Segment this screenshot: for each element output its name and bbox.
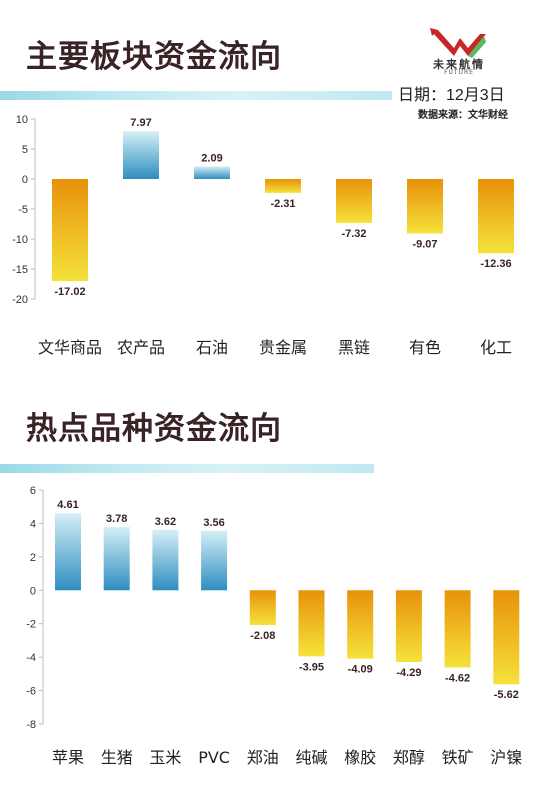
report-date: 日期：12月3日 [398, 87, 505, 104]
bar-郑醇 [395, 590, 422, 662]
category-label: PVC [198, 748, 230, 767]
data-label: -4.62 [445, 673, 470, 685]
category-label: 有色 [409, 338, 441, 357]
data-label: 7.97 [130, 117, 151, 129]
y-tick-label: 6 [30, 485, 36, 497]
sector-flow-title: 主要板块资金流向 [26, 39, 282, 75]
category-label: 文华商品 [38, 338, 102, 357]
data-label: -4.09 [348, 664, 373, 676]
data-label: 4.61 [57, 499, 78, 511]
y-tick-label: -8 [26, 719, 36, 731]
bar-橡胶 [347, 590, 374, 659]
bar-PVC [201, 530, 228, 591]
bar-沪镍 [493, 590, 520, 685]
logo-brand-name: 未来航情 [433, 58, 485, 71]
category-label: 玉米 [149, 748, 181, 767]
data-label: -4.29 [396, 667, 421, 679]
data-label: -9.07 [412, 238, 437, 250]
category-label: 铁矿 [442, 748, 474, 767]
category-label: 苹果 [52, 748, 84, 767]
bar-有色 [407, 179, 443, 234]
data-label: 3.62 [155, 516, 176, 528]
title-underline-stripe [0, 464, 374, 473]
category-label: 沪镍 [490, 748, 522, 767]
bar-郑油 [249, 590, 276, 626]
data-label: -17.02 [54, 286, 85, 298]
y-tick-label: -4 [26, 652, 36, 664]
sector-flow-chart: 10 5 0 -5 -10 -15 -20 -17.02 文华商品 7.97 农产品 2.09 石油 -2… [12, 114, 514, 357]
data-label: 3.56 [203, 517, 224, 529]
y-tick-label: 10 [16, 114, 28, 126]
y-tick-label: -10 [12, 234, 28, 246]
category-label: 郑醇 [393, 748, 425, 767]
bar-石油 [194, 166, 230, 179]
bar-文华商品 [52, 179, 88, 282]
data-label: -12.36 [480, 258, 511, 270]
y-tick-label: 4 [30, 518, 36, 530]
category-label: 农产品 [117, 338, 165, 357]
category-label: 黑链 [338, 338, 370, 357]
category-label: 橡胶 [344, 748, 376, 767]
data-source: 数据来源：文华财经 [418, 110, 508, 121]
category-label: 郑油 [247, 748, 279, 767]
y-tick-label: 5 [22, 144, 28, 156]
y-tick-label: 0 [22, 174, 28, 186]
bar-化工 [478, 179, 514, 254]
bar-黑链 [336, 179, 372, 223]
y-tick-label: 2 [30, 552, 36, 564]
data-label: 2.09 [201, 152, 222, 164]
bar-玉米 [152, 529, 179, 591]
bar-铁矿 [444, 590, 471, 668]
category-label: 生猪 [101, 748, 133, 767]
category-label: 石油 [196, 338, 228, 357]
y-tick-label: -15 [12, 264, 28, 276]
y-tick-label: -5 [18, 204, 28, 216]
future-logo-icon [430, 28, 486, 58]
data-label: -2.31 [270, 198, 295, 210]
y-tick-label: -2 [26, 619, 36, 631]
bar-农产品 [123, 131, 159, 179]
y-tick-label: 0 [30, 585, 36, 597]
y-tick-label: -6 [26, 686, 36, 698]
bar-生猪 [103, 527, 130, 591]
data-label: 3.78 [106, 513, 127, 525]
data-label: -2.08 [250, 630, 275, 642]
title-underline-stripe [0, 91, 392, 100]
data-label: -3.95 [299, 661, 324, 673]
bar-贵金属 [265, 179, 301, 193]
logo-subtitle: FUTURE [444, 69, 474, 76]
bar-纯碱 [298, 590, 325, 657]
y-tick-label: -20 [12, 294, 28, 306]
category-label: 贵金属 [259, 338, 307, 357]
data-label: -7.32 [341, 228, 366, 240]
hot-variety-flow-title: 热点品种资金流向 [26, 411, 282, 447]
bar-苹果 [55, 513, 81, 591]
data-label: -5.62 [494, 689, 519, 701]
category-label: 化工 [480, 338, 512, 357]
category-label: 纯碱 [295, 748, 327, 767]
